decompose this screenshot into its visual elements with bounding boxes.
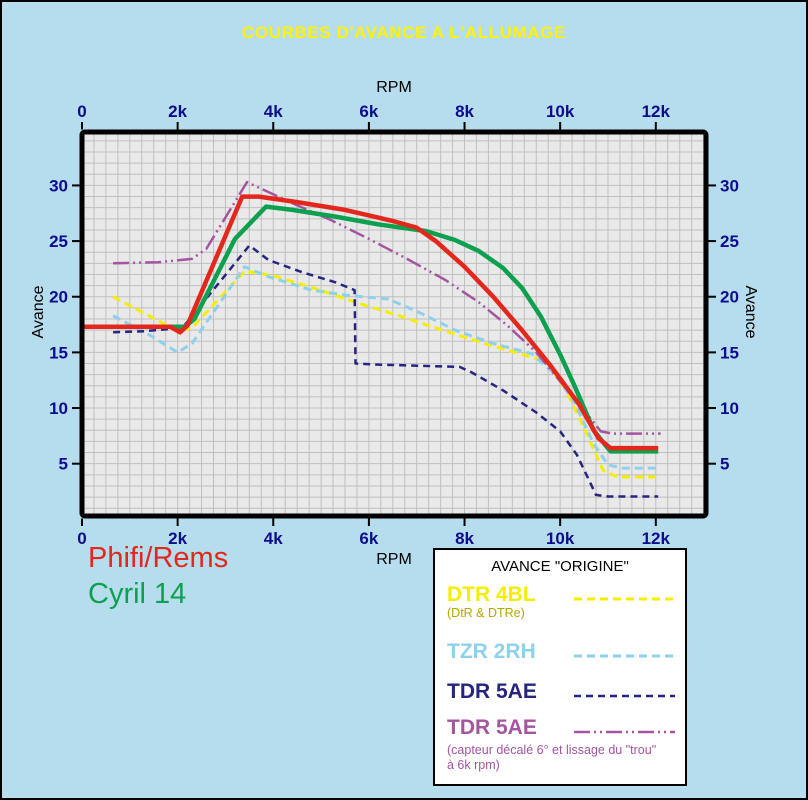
svg-text:30: 30: [49, 176, 68, 195]
svg-text:0: 0: [77, 102, 86, 121]
y-axis-title-right: Avance: [742, 285, 759, 339]
legend-title: AVANCE "ORIGINE": [491, 558, 629, 575]
plot-background: [82, 132, 706, 516]
legend-label-tdr5ae-mod: TDR 5AE: [447, 716, 537, 740]
svg-text:5: 5: [59, 455, 68, 474]
series-label-phifi-rems: Phifi/Rems: [88, 542, 229, 574]
series-line-cyril: [82, 204, 659, 454]
svg-text:4k: 4k: [264, 102, 283, 121]
series-label-cyril-14: Cyril 14: [88, 578, 187, 610]
svg-text:8k: 8k: [455, 529, 474, 548]
series-line-dtr4bl: [112, 269, 659, 479]
svg-text:12k: 12k: [642, 529, 671, 548]
legend-line-sample-tdr5ae-mod: [574, 730, 675, 734]
chart-title: COURBES D'AVANCE A L'ALLUMAGE: [242, 23, 566, 42]
axis-tick-labels: 0 0 2k 2k 4k 4k 6k 6k 8k 8k 10k 10k 12k 12k 5 5 10 10 15 15…: [49, 102, 739, 548]
svg-text:10k: 10k: [546, 102, 575, 121]
y-axis-title-left: Avance: [30, 285, 47, 339]
legend-sub-tdr5ae-mod: (capteur décalé 6° et lissage du "trou" …: [447, 743, 657, 773]
series-line-tzr2rh: [112, 265, 659, 470]
svg-text:0: 0: [77, 529, 86, 548]
svg-text:15: 15: [49, 343, 68, 362]
legend-line-sample-tdr5ae: [574, 694, 675, 698]
plot-border: [79, 129, 709, 519]
legend-label-tzr2rh: TZR 2RH: [447, 640, 536, 664]
svg-text:15: 15: [720, 343, 739, 362]
grid-lines: [82, 132, 706, 516]
svg-text:25: 25: [720, 232, 739, 251]
svg-text:6k: 6k: [359, 102, 378, 121]
legend-entry-tdr5ae-mod: TDR 5AE: [435, 717, 685, 739]
svg-text:10: 10: [720, 399, 739, 418]
legend-line-sample-dtr4bl: [574, 597, 675, 601]
svg-text:20: 20: [49, 288, 68, 307]
legend-label-tdr5ae: TDR 5AE: [447, 680, 537, 704]
legend-line-sample-tzr2rh: [574, 654, 675, 658]
axis-ticks: [72, 122, 716, 526]
svg-text:2k: 2k: [168, 102, 187, 121]
svg-text:6k: 6k: [359, 529, 378, 548]
legend-entry-dtr4bl: DTR 4BL (DtR & DTRe): [435, 583, 685, 621]
legend-sub-dtr4bl: (DtR & DTRe): [447, 606, 525, 621]
legend-entry-tzr2rh: TZR 2RH: [435, 640, 685, 664]
svg-text:8k: 8k: [455, 102, 474, 121]
svg-text:30: 30: [720, 176, 739, 195]
svg-text:20: 20: [720, 288, 739, 307]
svg-text:12k: 12k: [642, 102, 671, 121]
svg-text:5: 5: [720, 455, 729, 474]
svg-text:25: 25: [49, 232, 68, 251]
legend-entry-tdr5ae: TDR 5AE: [435, 681, 685, 703]
svg-text:10k: 10k: [546, 529, 575, 548]
legend: AVANCE "ORIGINE" DTR 4BL (DtR & DTRe) TZ…: [433, 548, 687, 786]
series-lines: [82, 180, 661, 498]
svg-text:2k: 2k: [168, 529, 187, 548]
legend-label-dtr4bl: DTR 4BL: [447, 583, 536, 606]
series-line-tdr5ae: [113, 244, 659, 498]
svg-text:4k: 4k: [264, 529, 283, 548]
svg-text:10: 10: [49, 399, 68, 418]
series-line-phifi: [82, 194, 659, 451]
x-axis-title-bottom: RPM: [376, 551, 412, 568]
x-axis-title-top: RPM: [376, 79, 412, 96]
